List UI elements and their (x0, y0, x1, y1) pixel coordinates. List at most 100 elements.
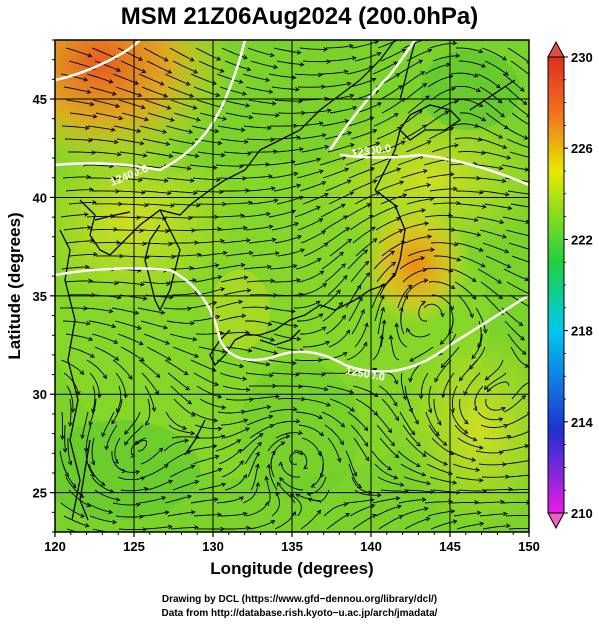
streamline (293, 158, 321, 166)
y-tick-label: 25 (33, 486, 47, 501)
streamline (405, 140, 431, 153)
streamline (86, 502, 113, 513)
streamline-arrow (135, 502, 141, 508)
streamline-arrow (90, 460, 96, 466)
streamline (296, 493, 322, 504)
streamline (64, 424, 66, 453)
streamline (215, 164, 243, 167)
streamline-arrow (398, 229, 404, 234)
streamline-arrow (145, 254, 150, 260)
streamline (354, 323, 368, 348)
streamline (94, 60, 121, 72)
streamline (303, 398, 331, 407)
streamline-arrow (88, 336, 94, 341)
streamline (381, 398, 399, 421)
streamline (301, 145, 329, 153)
streamline-arrow (437, 420, 442, 426)
streamline-arrow (423, 506, 429, 512)
streamline (346, 499, 374, 504)
streamline-arrow (257, 441, 262, 447)
streamline-arrow (476, 87, 481, 92)
streamline (483, 435, 511, 440)
streamline (242, 213, 270, 218)
streamline (196, 99, 224, 109)
streamline-arrow (472, 437, 478, 442)
streamline (146, 480, 173, 491)
streamline-arrow (295, 372, 300, 377)
streamline-arrow (115, 497, 121, 502)
streamline-arrow (427, 408, 433, 414)
streamline-arrow (345, 227, 350, 232)
streamline-arrow (339, 251, 344, 257)
streamline-arrow (242, 91, 247, 96)
streamline (323, 215, 348, 231)
streamline-arrow (134, 80, 139, 85)
streamline (477, 268, 502, 284)
streamline-arrow (243, 54, 248, 60)
streamline (224, 201, 252, 205)
streamline-arrow (135, 470, 141, 475)
streamline (440, 320, 454, 345)
streamline (301, 437, 322, 457)
streamline (299, 181, 326, 192)
streamline (163, 307, 191, 310)
streamline (353, 142, 380, 153)
streamline (399, 257, 425, 270)
streamlines (59, 40, 535, 532)
streamline (242, 163, 270, 166)
streamline-arrow (426, 140, 432, 145)
streamline-arrow (450, 509, 456, 514)
streamline-arrow (217, 426, 223, 432)
streamline-arrow (531, 473, 535, 477)
streamline-arrow (319, 270, 325, 275)
streamline (327, 143, 355, 153)
streamline-arrow (92, 200, 97, 205)
streamline (456, 190, 483, 194)
streamline (271, 491, 280, 517)
streamline (198, 346, 226, 353)
streamline (244, 442, 262, 465)
streamline-arrow (375, 191, 381, 196)
streamline-arrow (377, 492, 382, 498)
streamline (479, 513, 507, 517)
streamline (142, 138, 170, 145)
streamline (245, 86, 273, 93)
streamline (63, 515, 90, 527)
streamline-arrow (270, 186, 276, 191)
streamline-arrow (449, 126, 455, 131)
streamline (120, 346, 145, 362)
streamline (510, 346, 529, 368)
streamline-arrow (277, 481, 282, 487)
streamline (401, 222, 429, 231)
streamline-arrow (422, 124, 427, 130)
streamline-arrow (89, 187, 94, 192)
streamline (298, 270, 324, 283)
streamline-arrow (266, 463, 272, 469)
streamline-arrow (134, 310, 140, 315)
streamline-arrow (101, 432, 106, 438)
streamline (430, 242, 458, 246)
streamline-arrow (111, 91, 117, 96)
streamline (95, 112, 123, 120)
streamline-arrow (502, 144, 508, 150)
streamline-arrow (104, 445, 109, 451)
streamline-arrow (352, 105, 358, 111)
streamline-arrow (426, 480, 432, 486)
streamline (68, 489, 91, 507)
credit-data: Data from http://database.rish.kyoto−u.a… (161, 608, 438, 619)
streamline-arrow (393, 379, 399, 385)
streamline-arrow (525, 219, 529, 225)
streamline-arrow (440, 363, 446, 369)
streamline (271, 86, 299, 90)
streamline-arrow (67, 422, 73, 427)
streamline-arrow (364, 322, 369, 328)
streamline (197, 288, 225, 296)
streamline (300, 230, 326, 244)
streamline (249, 150, 278, 153)
streamline-arrow (162, 129, 168, 134)
colorbar-tick-label: 230 (571, 50, 593, 65)
streamline (452, 463, 480, 471)
streamline (89, 177, 117, 180)
streamline-arrow (293, 406, 298, 412)
streamline (172, 292, 199, 296)
